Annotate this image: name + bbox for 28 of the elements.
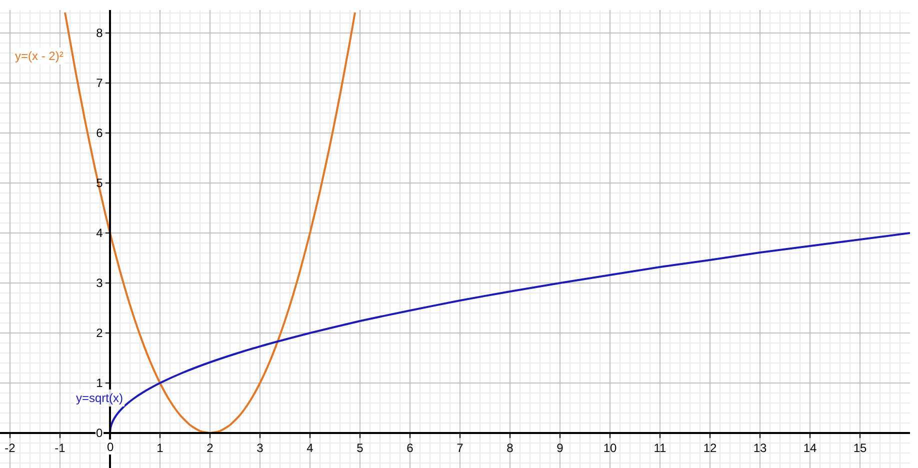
- x-tick-label: 12: [703, 441, 717, 456]
- x-tick-label: 11: [654, 441, 667, 456]
- series-label: y=sqrt(x): [76, 391, 124, 405]
- x-tick-label: 2: [206, 441, 214, 456]
- x-tick-label: 6: [406, 441, 414, 456]
- y-tick-label: 3: [96, 276, 104, 290]
- x-tick-label: 9: [556, 441, 564, 456]
- x-tick-label: 15: [853, 441, 867, 456]
- y-tick-label: 7: [96, 76, 104, 90]
- x-tick-label: -2: [4, 441, 16, 456]
- x-tick-label: -1: [54, 441, 66, 456]
- y-tick-label: 4: [96, 226, 104, 240]
- x-tick-label: 13: [753, 441, 767, 456]
- x-tick-label: 8: [506, 441, 514, 456]
- x-tick-label: 3: [256, 441, 264, 456]
- y-tick-label: 0: [96, 426, 103, 440]
- x-tick-label: 14: [803, 441, 817, 456]
- y-tick-label: 6: [96, 126, 104, 140]
- x-tick-label: 0: [107, 440, 114, 454]
- x-tick-label: 7: [456, 441, 464, 456]
- series-label: y=(x - 2)²: [15, 49, 64, 63]
- y-tick-label: 1: [96, 376, 104, 390]
- x-tick-label: 10: [603, 441, 617, 456]
- x-tick-label: 1: [156, 441, 164, 456]
- x-tick-label: 5: [356, 441, 364, 456]
- y-tick-label: 8: [96, 26, 104, 40]
- y-tick-label: 2: [96, 326, 104, 340]
- x-tick-label: 4: [306, 441, 314, 456]
